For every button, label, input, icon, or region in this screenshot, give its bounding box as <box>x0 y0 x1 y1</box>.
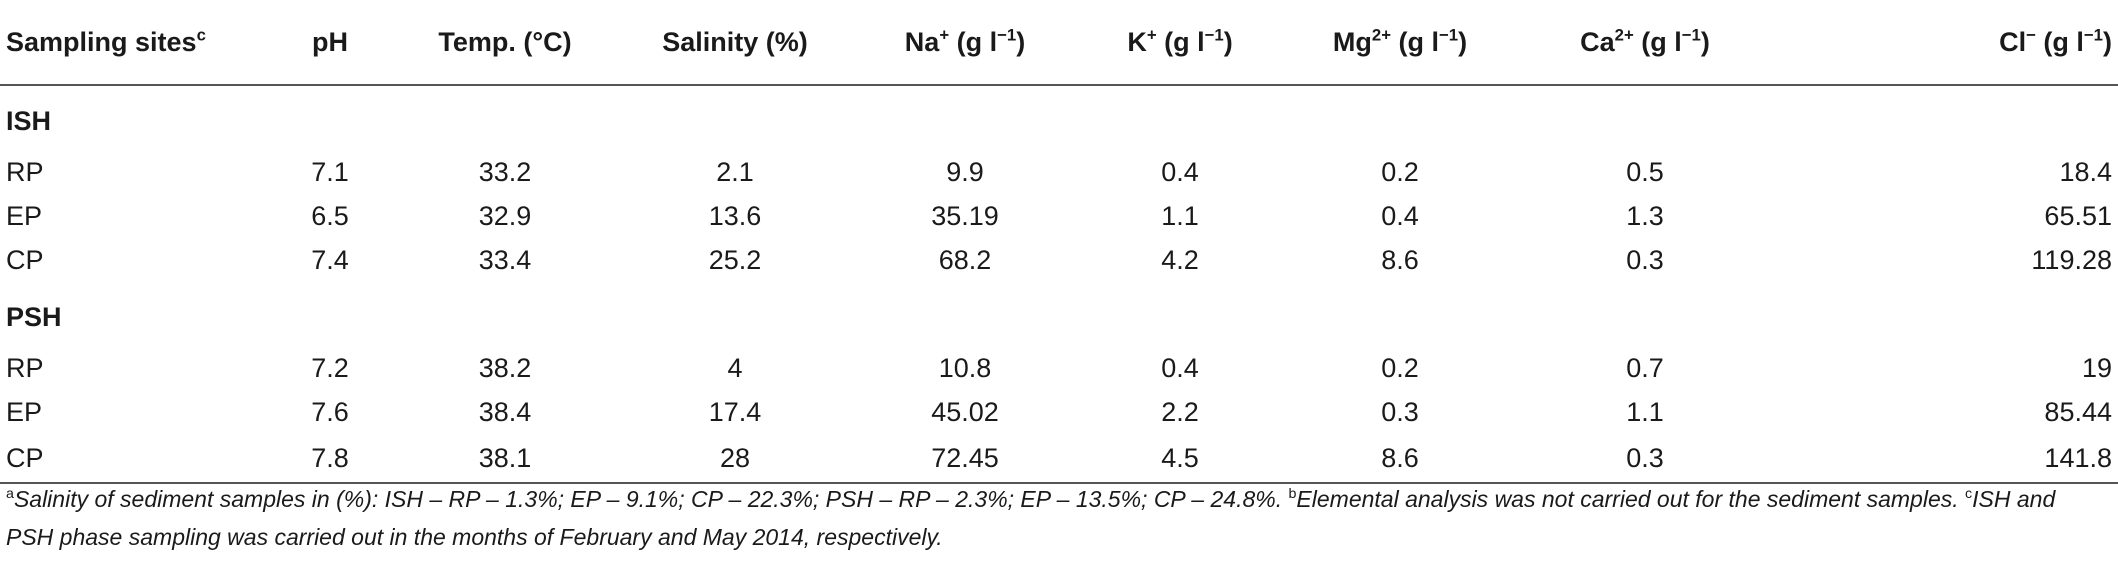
na-cell: 72.45 <box>850 434 1080 484</box>
site-cell: EP <box>6 396 43 427</box>
header-na: Na+ (g l−1) <box>850 0 1080 86</box>
salinity-cell: 2.1 <box>716 156 754 187</box>
k-cell: 4.2 <box>1161 244 1199 275</box>
na-cell: 45.02 <box>931 396 999 427</box>
header-cl: Cl− (g l−1) <box>1770 0 2118 86</box>
salinity-cell: 25.2 <box>708 244 762 275</box>
table-row: EP 7.6 38.4 17.4 45.02 2.2 0.3 1.1 85.44 <box>0 390 2118 434</box>
site-cell: EP <box>6 200 43 231</box>
header-ca: Ca2+ (g l−1) <box>1520 0 1770 86</box>
na-cell: 9.9 <box>946 156 984 187</box>
k-cell: 4.5 <box>1080 434 1280 484</box>
ph-cell: 6.5 <box>311 200 349 231</box>
mg-cell: 0.2 <box>1381 156 1419 187</box>
mg-cell: 0.3 <box>1381 396 1419 427</box>
temp-cell: 33.2 <box>478 156 532 187</box>
table-row: RP 7.2 38.2 4 10.8 0.4 0.2 0.7 19 <box>0 346 2118 390</box>
footnote-mark: b <box>1288 486 1297 503</box>
table-row: RP 7.1 33.2 2.1 9.9 0.4 0.2 0.5 18.4 <box>0 150 2118 194</box>
k-cell: 0.4 <box>1161 156 1199 187</box>
table-footnotes: aSalinity of sediment samples in (%): IS… <box>6 480 2106 556</box>
table-row: CP 7.8 38.1 28 72.45 4.5 8.6 0.3 141.8 <box>0 434 2118 484</box>
k-cell: 0.4 <box>1161 352 1199 383</box>
header-row: Sampling sitesc pH Temp. (°C) Salinity (… <box>0 0 2118 86</box>
cl-cell: 85.44 <box>2044 396 2112 427</box>
ca-cell: 0.3 <box>1520 434 1770 484</box>
site-cell: RP <box>6 156 44 187</box>
ph-cell: 7.1 <box>311 156 349 187</box>
header-salinity: Salinity (%) <box>620 0 850 86</box>
header-k: K+ (g l−1) <box>1080 0 1280 86</box>
temp-cell: 38.1 <box>390 434 620 484</box>
header-sampling-sites: Sampling sitesc <box>0 0 270 86</box>
cl-cell: 119.28 <box>2031 244 2112 275</box>
ph-cell: 7.8 <box>270 434 390 484</box>
cl-cell: 18.4 <box>2059 156 2112 187</box>
na-cell: 68.2 <box>938 244 992 275</box>
mg-cell: 0.4 <box>1381 200 1419 231</box>
header-mg: Mg2+ (g l−1) <box>1280 0 1520 86</box>
salinity-cell: 28 <box>620 434 850 484</box>
ca-cell: 0.7 <box>1626 352 1664 383</box>
ph-cell: 7.6 <box>311 396 349 427</box>
ca-cell: 1.1 <box>1626 396 1664 427</box>
cl-cell: 65.51 <box>2044 200 2112 231</box>
cl-cell: 141.8 <box>1770 434 2118 484</box>
temp-cell: 32.9 <box>478 200 532 231</box>
mg-cell: 0.2 <box>1381 352 1419 383</box>
site-cell: RP <box>6 352 44 383</box>
ca-cell: 0.3 <box>1626 244 1664 275</box>
ph-cell: 7.4 <box>311 244 349 275</box>
table-row: CP 7.4 33.4 25.2 68.2 4.2 8.6 0.3 119.28 <box>0 238 2118 282</box>
footnote-text: ISH and PSH phase sampling was carried o… <box>6 486 2056 550</box>
section-label: ISH <box>6 105 52 136</box>
footnote-mark: c <box>1965 486 1973 503</box>
salinity-cell: 13.6 <box>708 200 762 231</box>
ca-cell: 1.3 <box>1626 200 1664 231</box>
header-temp: Temp. (°C) <box>390 0 620 86</box>
section-row-ish: ISH <box>0 85 2118 150</box>
site-cell: CP <box>6 244 44 275</box>
site-cell: CP <box>0 434 270 484</box>
data-table: Sampling sitesc pH Temp. (°C) Salinity (… <box>0 0 2118 484</box>
temp-cell: 38.2 <box>478 352 532 383</box>
na-cell: 10.8 <box>938 352 992 383</box>
mg-cell: 8.6 <box>1280 434 1520 484</box>
footnote-text: Salinity of sediment samples in (%): ISH… <box>13 486 1283 512</box>
section-row-psh: PSH <box>0 282 2118 346</box>
ca-cell: 0.5 <box>1626 156 1664 187</box>
table-row: EP 6.5 32.9 13.6 35.19 1.1 0.4 1.3 65.51 <box>0 194 2118 238</box>
ph-cell: 7.2 <box>311 352 349 383</box>
temp-cell: 38.4 <box>478 396 532 427</box>
salinity-cell: 4 <box>727 352 743 383</box>
k-cell: 1.1 <box>1161 200 1199 231</box>
header-ph: pH <box>270 0 390 86</box>
footnote-mark: a <box>6 486 14 503</box>
cl-cell: 19 <box>2081 352 2112 383</box>
na-cell: 35.19 <box>931 200 999 231</box>
temp-cell: 33.4 <box>478 244 532 275</box>
salinity-cell: 17.4 <box>708 396 762 427</box>
section-label: PSH <box>6 301 62 332</box>
mg-cell: 8.6 <box>1381 244 1419 275</box>
k-cell: 2.2 <box>1161 396 1199 427</box>
footnote-text: Elemental analysis was not carried out f… <box>1296 486 1959 512</box>
